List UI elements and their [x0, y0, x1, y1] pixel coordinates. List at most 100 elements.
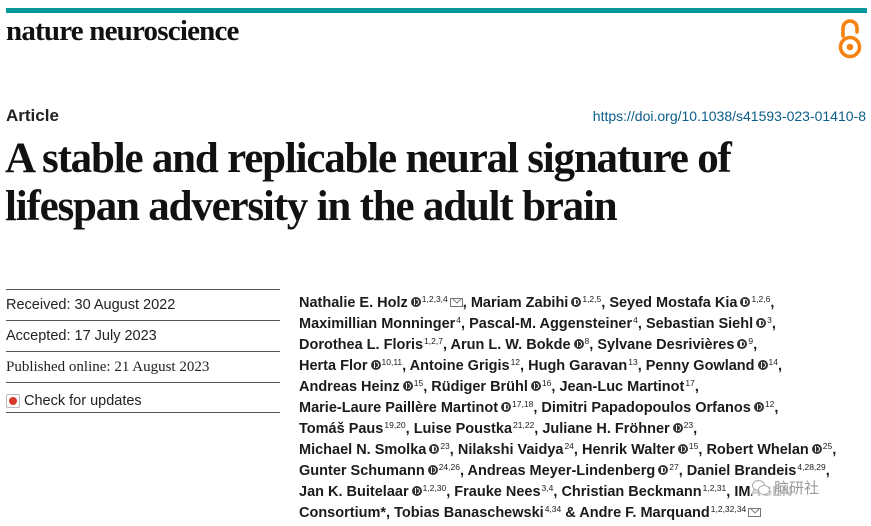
author-name[interactable]: Consortium*	[299, 505, 386, 521]
affiliation-numbers[interactable]: 25	[822, 441, 833, 451]
orcid-icon[interactable]	[427, 465, 438, 475]
affiliation-numbers[interactable]: 10,11	[381, 357, 403, 367]
affiliation-numbers[interactable]: 1,2,5	[582, 294, 602, 304]
watermark-text: 脑研社	[774, 479, 820, 497]
author-separator: ,	[386, 505, 391, 521]
orcid-icon[interactable]	[753, 402, 764, 412]
affiliation-numbers[interactable]: 16	[541, 378, 552, 388]
affiliation-numbers[interactable]: 23	[683, 420, 694, 430]
email-icon[interactable]	[748, 508, 762, 517]
orcid-icon[interactable]	[530, 381, 541, 391]
author-name[interactable]: Frauke Nees	[454, 484, 541, 500]
affiliation-numbers[interactable]: 4	[456, 315, 462, 325]
affiliation-numbers[interactable]: 14	[768, 357, 778, 367]
affiliation-numbers[interactable]: 1,2,6	[751, 294, 771, 304]
author-name[interactable]: Jean-Luc Martinot	[559, 379, 685, 395]
author-name[interactable]: Sylvane Desrivières	[597, 337, 735, 353]
orcid-icon[interactable]	[672, 423, 683, 433]
author-name[interactable]: Tomáš Paus	[299, 421, 384, 437]
doi-link[interactable]: https://doi.org/10.1038/s41593-023-01410…	[592, 108, 866, 124]
orcid-icon[interactable]	[410, 297, 421, 307]
author-line: Tomáš Paus19,20, Luise Poustka21,22, Jul…	[299, 419, 871, 440]
affiliation-numbers[interactable]: 9	[748, 336, 754, 346]
affiliation-numbers[interactable]: 19,20	[384, 420, 406, 430]
affiliation-numbers[interactable]: 12	[510, 357, 521, 367]
author-name[interactable]: Antoine Grigis	[409, 358, 510, 374]
affiliation-numbers[interactable]: 4,34	[544, 504, 562, 514]
affiliation-numbers[interactable]: 3	[767, 315, 772, 325]
affiliation-numbers[interactable]: 4,28,29	[797, 462, 826, 472]
affiliation-numbers[interactable]: 27	[669, 462, 679, 472]
affiliation-numbers[interactable]: 1,2,31	[702, 483, 727, 493]
author-name[interactable]: Luise Poustka	[413, 421, 513, 437]
check-for-updates-button[interactable]: Check for updates	[6, 382, 280, 413]
orcid-icon[interactable]	[402, 381, 413, 391]
orcid-icon[interactable]	[677, 444, 688, 454]
orcid-icon[interactable]	[811, 444, 822, 454]
author-name[interactable]: Michael N. Smolka	[299, 442, 427, 458]
author-name[interactable]: Gunter Schumann	[299, 463, 425, 479]
affiliation-numbers[interactable]: 1,2,7	[424, 336, 443, 346]
affiliation-numbers[interactable]: 15	[688, 441, 699, 451]
author-name[interactable]: Nathalie E. Holz	[299, 295, 408, 311]
author-name[interactable]: Dimitri Papadopoulos Orfanos	[541, 400, 751, 416]
orcid-icon[interactable]	[571, 297, 582, 307]
affiliation-numbers[interactable]: 21,22	[513, 420, 535, 430]
author-name[interactable]: Marie-Laure Paillère Martinot	[299, 400, 499, 416]
author-name[interactable]: Robert Whelan	[706, 442, 809, 458]
author-separator: ,	[442, 337, 448, 353]
affiliation-numbers[interactable]: 3,4	[541, 483, 554, 493]
author-name[interactable]: Pascal-M. Aggensteiner	[469, 316, 633, 332]
author-name[interactable]: Penny Gowland	[645, 358, 755, 374]
orcid-icon[interactable]	[370, 360, 381, 370]
open-access-icon[interactable]	[836, 16, 864, 60]
author-name[interactable]: Rüdiger Brühl	[431, 379, 528, 395]
author-separator: ,	[459, 463, 464, 479]
author-name[interactable]: Andre F. Marquand	[579, 505, 710, 521]
author-separator: &	[561, 505, 576, 521]
affiliation-numbers[interactable]: 24,26	[438, 462, 460, 472]
affiliation-numbers[interactable]: 1,2,32,34	[710, 504, 747, 514]
orcid-icon[interactable]	[573, 339, 584, 349]
affiliation-numbers[interactable]: 17	[685, 378, 695, 388]
orcid-icon[interactable]	[757, 360, 768, 370]
affiliation-numbers[interactable]: 12	[764, 399, 775, 409]
author-name[interactable]: Hugh Garavan	[528, 358, 628, 374]
affiliation-numbers[interactable]: 17,18	[512, 399, 534, 409]
author-separator: ,	[753, 337, 758, 353]
affiliation-numbers[interactable]: 24	[564, 441, 574, 451]
orcid-icon[interactable]	[737, 339, 748, 349]
orcid-icon[interactable]	[429, 444, 440, 454]
author-name[interactable]: Andreas Meyer-Lindenberg	[467, 463, 656, 479]
author-name[interactable]: Daniel Brandeis	[686, 463, 797, 479]
orcid-icon[interactable]	[756, 318, 767, 328]
author-name[interactable]: Seyed Mostafa Kia	[609, 295, 738, 311]
author-separator: ,	[777, 358, 783, 374]
affiliation-numbers[interactable]: 8	[584, 336, 590, 346]
author-name[interactable]: Tobias Banaschewski	[394, 505, 544, 521]
author-name[interactable]: Nilakshi Vaidya	[457, 442, 564, 458]
author-name[interactable]: Herta Flor	[299, 358, 368, 374]
affiliation-numbers[interactable]: 1,2,30	[422, 483, 447, 493]
orcid-icon[interactable]	[658, 465, 669, 475]
orcid-icon[interactable]	[411, 486, 422, 496]
affiliation-numbers[interactable]: 15	[413, 378, 424, 388]
affiliation-numbers[interactable]: 13	[628, 357, 638, 367]
email-icon[interactable]	[449, 298, 463, 307]
author-name[interactable]: Juliane H. Fröhner	[542, 421, 670, 437]
author-name[interactable]: Arun L. W. Bokde	[450, 337, 571, 353]
affiliation-numbers[interactable]: 23	[440, 441, 450, 451]
author-name[interactable]: Henrik Walter	[581, 442, 675, 458]
orcid-icon[interactable]	[740, 297, 751, 307]
author-name[interactable]: Dorothea L. Floris	[299, 337, 424, 353]
author-name[interactable]: Jan K. Buitelaar	[299, 484, 409, 500]
author-name[interactable]: Andreas Heinz	[299, 379, 400, 395]
author-name[interactable]: Mariam Zabihi	[470, 295, 569, 311]
affiliation-numbers[interactable]: 4	[633, 315, 638, 325]
orcid-icon[interactable]	[501, 402, 512, 412]
author-name[interactable]: Christian Beckmann	[561, 484, 702, 500]
journal-name[interactable]: nature neuroscience	[6, 15, 239, 47]
author-name[interactable]: Maximillian Monninger	[299, 316, 456, 332]
author-name[interactable]: Sebastian Siehl	[645, 316, 754, 332]
affiliation-numbers[interactable]: 1,2,3,4	[421, 294, 448, 304]
